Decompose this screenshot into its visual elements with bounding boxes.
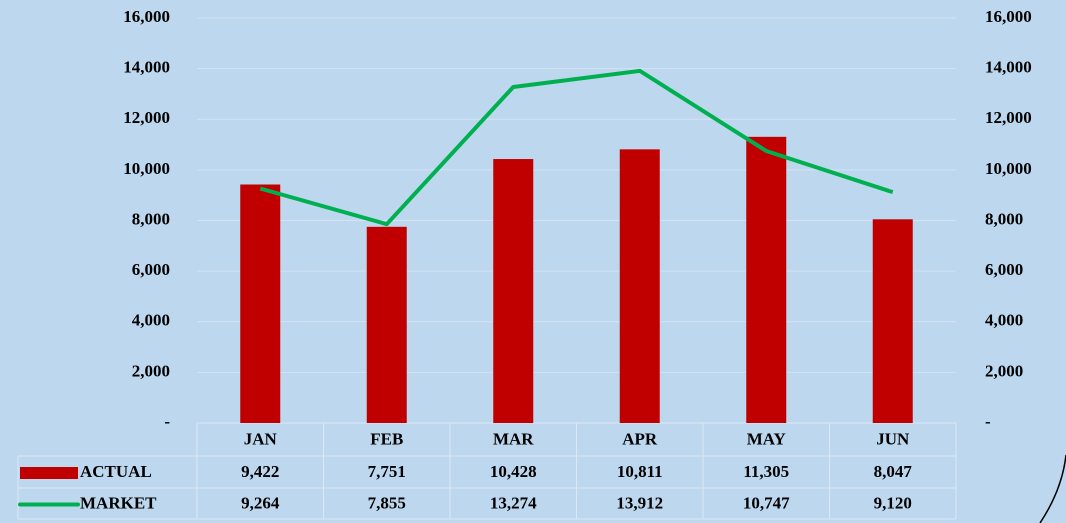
y2-tick-label: 10,000: [985, 159, 1032, 178]
data-label: 10,811: [617, 462, 663, 481]
data-label: 7,855: [368, 493, 406, 512]
data-label: 9,264: [241, 493, 280, 512]
x-tick-label: JAN: [244, 429, 278, 448]
data-label: 8,047: [874, 462, 913, 481]
bar: [493, 159, 534, 423]
y-tick-label: 14,000: [123, 58, 170, 77]
data-label: 7,751: [368, 462, 406, 481]
y2-tick-label: 12,000: [985, 108, 1032, 127]
data-label: 13,912: [616, 493, 663, 512]
bar: [366, 226, 407, 423]
data-label: 9,120: [874, 493, 912, 512]
x-tick-label: MAR: [493, 429, 534, 448]
legend-label: MARKET: [80, 493, 157, 512]
decor-arc: [1039, 454, 1066, 523]
y2-tick-label: 14,000: [985, 58, 1032, 77]
y2-tick-label: -: [985, 412, 991, 431]
data-label: 9,422: [241, 462, 279, 481]
data-label: 13,274: [490, 493, 537, 512]
bar: [746, 136, 787, 423]
data-label: 10,747: [743, 493, 790, 512]
y2-tick-label: 16,000: [985, 7, 1032, 26]
y-tick-label: 2,000: [132, 361, 170, 380]
x-tick-label: FEB: [370, 429, 403, 448]
y2-tick-label: 6,000: [985, 260, 1023, 279]
legend-label: ACTUAL: [80, 462, 152, 481]
y2-tick-label: 2,000: [985, 361, 1023, 380]
bar: [872, 219, 913, 423]
x-tick-label: JUN: [876, 429, 910, 448]
y-tick-label: 16,000: [123, 7, 170, 26]
data-label: 10,428: [490, 462, 537, 481]
bar: [619, 149, 660, 423]
data-label: 11,305: [743, 462, 789, 481]
y-tick-label: 12,000: [123, 108, 170, 127]
x-tick-label: MAY: [747, 429, 786, 448]
y-tick-label: 8,000: [132, 209, 170, 228]
y2-tick-label: 4,000: [985, 311, 1023, 330]
x-tick-label: APR: [622, 429, 658, 448]
y2-tick-label: 8,000: [985, 209, 1023, 228]
line: [259, 68, 894, 227]
y-tick-label: 10,000: [123, 159, 170, 178]
legend-key: [20, 467, 78, 479]
bar: [240, 184, 281, 423]
y-tick-label: -: [164, 412, 170, 431]
y-tick-label: 4,000: [132, 311, 170, 330]
y-tick-label: 6,000: [132, 260, 170, 279]
